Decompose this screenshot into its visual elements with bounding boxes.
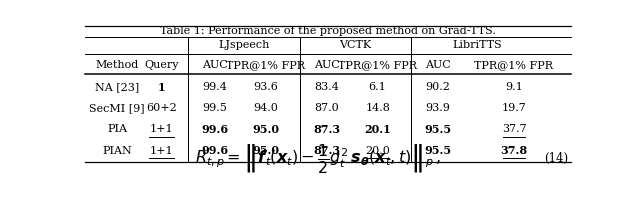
Text: 99.5: 99.5 [202,104,227,113]
Text: LJspeech: LJspeech [218,40,269,50]
Text: 93.6: 93.6 [253,83,278,92]
Text: 20.1: 20.1 [364,124,391,135]
Text: 90.2: 90.2 [426,83,451,92]
Text: 99.6: 99.6 [202,145,228,156]
Text: 19.7: 19.7 [502,104,526,113]
Text: 99.4: 99.4 [202,83,227,92]
Text: TPR@1% FPR: TPR@1% FPR [338,60,417,70]
Text: AUC: AUC [425,60,451,70]
Text: 6.1: 6.1 [369,83,387,92]
Text: $R_{t,p} = \left\|\boldsymbol{f}_t(\boldsymbol{x}_t) - \dfrac{1}{2}g_t^2\,\bolds: $R_{t,p} = \left\|\boldsymbol{f}_t(\bold… [195,142,441,175]
Text: PIA: PIA [107,125,127,134]
Text: Query: Query [145,60,179,70]
Text: 9.1: 9.1 [505,83,523,92]
Text: 20.0: 20.0 [365,146,390,156]
Text: 1+1: 1+1 [150,146,173,156]
Text: 37.8: 37.8 [500,145,527,156]
Text: 60+2: 60+2 [147,104,177,113]
Text: AUC: AUC [202,60,228,70]
Text: 95.5: 95.5 [424,145,452,156]
Text: 14.8: 14.8 [365,104,390,113]
Text: 37.7: 37.7 [502,125,526,134]
Text: Method: Method [95,60,139,70]
Text: 87.3: 87.3 [313,124,340,135]
Text: 87.0: 87.0 [314,104,339,113]
Text: TPR@1% FPR: TPR@1% FPR [227,60,305,70]
Text: SecMI [9]: SecMI [9] [90,104,145,113]
Text: PIAN: PIAN [102,146,132,156]
Text: 99.6: 99.6 [202,124,228,135]
Text: 1: 1 [158,82,166,93]
Text: (14): (14) [545,152,568,165]
Text: TPR@1% FPR: TPR@1% FPR [474,60,554,70]
Text: 87.3: 87.3 [313,145,340,156]
Text: LibriTTS: LibriTTS [452,40,502,50]
Text: AUC: AUC [314,60,339,70]
Text: 83.4: 83.4 [314,83,339,92]
Text: Table 1: Performance of the proposed method on Grad-TTS.: Table 1: Performance of the proposed met… [160,26,496,36]
Text: 95.5: 95.5 [424,124,452,135]
Text: 1+1: 1+1 [150,125,173,134]
Text: VCTK: VCTK [339,40,371,50]
Text: NA [23]: NA [23] [95,83,140,92]
Text: 93.9: 93.9 [426,104,451,113]
Text: 94.0: 94.0 [253,104,278,113]
Text: 95.0: 95.0 [253,145,280,156]
Text: 95.0: 95.0 [253,124,280,135]
